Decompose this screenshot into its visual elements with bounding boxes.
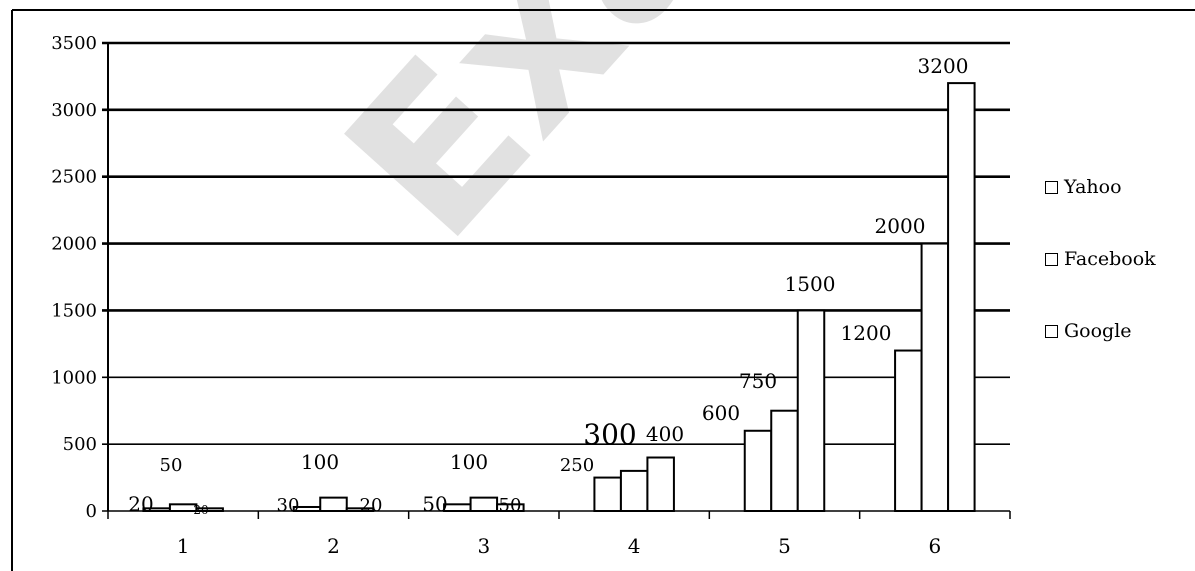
legend-label: Facebook	[1064, 248, 1156, 270]
bar	[947, 82, 976, 512]
y-tick-label: 3000	[51, 100, 97, 121]
data-label: 100	[301, 450, 339, 474]
legend-label: Google	[1064, 320, 1132, 342]
y-tick-label: 500	[63, 434, 97, 455]
legend-item-yahoo: Yahoo	[1045, 176, 1156, 248]
x-tick-label: 6	[928, 534, 941, 558]
bar	[796, 309, 826, 512]
y-tick-label: 1000	[51, 367, 97, 388]
y-tick-label: 2500	[51, 167, 97, 188]
data-label: 30	[277, 495, 300, 516]
data-label: 750	[739, 369, 777, 393]
x-tick-label: 3	[477, 534, 490, 558]
bar	[195, 507, 224, 512]
y-tick-label: 3500	[51, 33, 97, 54]
legend-swatch	[1045, 253, 1058, 266]
data-label: 300	[583, 418, 636, 451]
bars	[142, 82, 976, 513]
bar	[496, 503, 525, 513]
data-label: 600	[702, 401, 740, 425]
bar	[743, 429, 773, 512]
x-tick-label: 5	[778, 534, 791, 558]
legend-swatch	[1045, 181, 1058, 194]
bar	[345, 507, 375, 512]
data-label: 20	[360, 495, 383, 516]
legend-label: Yahoo	[1064, 176, 1122, 198]
bar	[469, 496, 499, 512]
data-label: 1200	[841, 321, 892, 345]
data-label: 50	[422, 492, 447, 516]
data-label: 2000	[875, 214, 926, 238]
data-label: 50	[499, 495, 522, 516]
grid	[102, 41, 1010, 512]
y-tick-label: 2000	[51, 234, 97, 255]
data-label: 250	[560, 455, 594, 476]
bar	[319, 496, 348, 512]
bar	[770, 409, 799, 513]
data-label: 20	[128, 492, 153, 516]
bar	[619, 469, 649, 512]
x-tick-label: 1	[177, 534, 190, 558]
bar	[593, 476, 622, 513]
data-label: 100	[450, 450, 488, 474]
x-tick-label: 4	[628, 534, 641, 558]
y-tick-label: 1500	[51, 300, 97, 321]
legend-swatch	[1045, 325, 1058, 338]
bar	[646, 456, 675, 512]
x-tick-label: 2	[327, 534, 340, 558]
bar	[894, 349, 923, 512]
data-label: 1500	[785, 272, 836, 296]
data-label: 400	[646, 422, 684, 446]
axes: 0 500 1000 1500 2000 2500 3000 3500 1 2 3 4 5 6	[11, 9, 1195, 571]
data-label: 50	[160, 455, 183, 476]
data-label: 3200	[918, 54, 969, 78]
data-label: 20	[193, 503, 208, 517]
legend-item-facebook: Facebook	[1045, 248, 1156, 320]
legend-item-google: Google	[1045, 320, 1156, 392]
bar	[920, 242, 950, 512]
y-tick-label: 0	[86, 501, 97, 522]
bar	[443, 503, 472, 513]
legend: Yahoo Facebook Google	[1045, 176, 1156, 392]
